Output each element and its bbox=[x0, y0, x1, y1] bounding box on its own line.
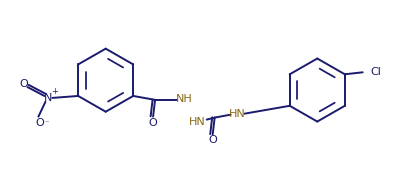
Text: O: O bbox=[208, 135, 217, 145]
Text: HN: HN bbox=[189, 117, 205, 127]
Text: O: O bbox=[19, 79, 28, 89]
Text: +: + bbox=[51, 87, 58, 95]
Text: ⁻: ⁻ bbox=[44, 118, 48, 127]
Text: O: O bbox=[35, 117, 44, 127]
Text: N: N bbox=[44, 93, 53, 103]
Text: O: O bbox=[149, 117, 158, 127]
Text: HN: HN bbox=[229, 109, 246, 119]
Text: Cl: Cl bbox=[371, 67, 382, 77]
Text: NH: NH bbox=[176, 94, 192, 104]
